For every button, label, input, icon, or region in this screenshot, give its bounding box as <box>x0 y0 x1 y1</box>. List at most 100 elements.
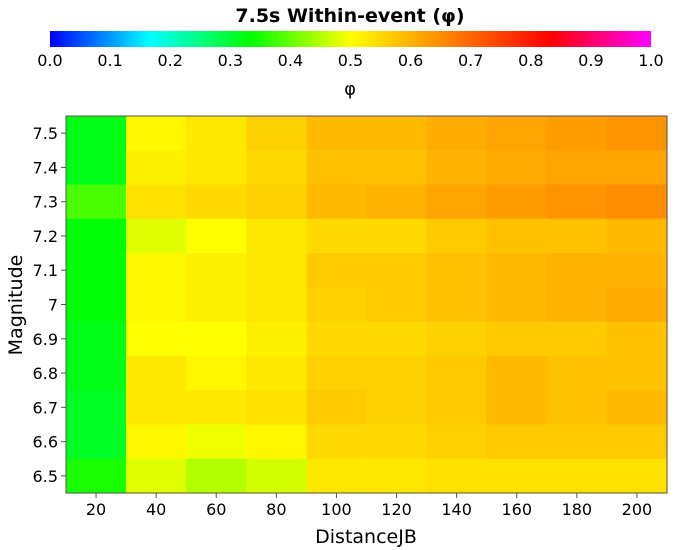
heatmap-cell <box>486 321 548 357</box>
heatmap-cell <box>486 355 548 391</box>
heatmap-cell <box>606 116 668 151</box>
heatmap-cell <box>426 218 488 254</box>
heatmap-cell <box>306 150 368 186</box>
heatmap-cell <box>486 184 548 220</box>
chart-title: 7.5s Within-event (φ) <box>235 5 464 27</box>
y-tick-label: 6.5 <box>33 467 58 486</box>
heatmap-cell <box>546 458 608 494</box>
heatmap-cell <box>126 458 187 494</box>
heatmap-cell <box>606 458 668 494</box>
heatmap-cell <box>126 116 187 151</box>
heatmap-cell <box>186 116 247 151</box>
y-axis-label: Magnitude <box>5 255 27 356</box>
heatmap-cell <box>546 287 608 323</box>
heatmap-cell <box>366 287 428 323</box>
colorbar-ticks: 0.0 0.1 0.2 0.3 0.4 0.5 0.6 0.7 0.8 0.9 1.0 <box>37 51 663 70</box>
heatmap-cell <box>306 390 368 426</box>
y-tick-label: 7.1 <box>33 261 58 280</box>
colorbar-tick-label: 0.8 <box>518 51 543 70</box>
heatmap-cell <box>246 287 307 323</box>
colorbar-tick-label: 0.9 <box>578 51 603 70</box>
heatmap-cell <box>66 218 127 254</box>
y-tick-label: 7.3 <box>33 193 58 212</box>
x-tick-label: 80 <box>266 500 286 519</box>
heatmap-cell <box>606 390 668 426</box>
heatmap-cell <box>186 218 247 254</box>
heatmap-cell <box>546 321 608 357</box>
heatmap-cell <box>366 458 428 494</box>
heatmap-cell <box>66 458 127 494</box>
heatmap-cell <box>246 150 307 186</box>
heatmap-cell <box>306 184 368 220</box>
y-tick-label: 6.9 <box>33 330 58 349</box>
heatmap-cell <box>246 253 307 288</box>
heatmap-cell <box>186 287 247 323</box>
heatmap-cell <box>246 184 307 220</box>
heatmap-cell <box>546 253 608 288</box>
y-tick-label: 7.4 <box>33 158 58 177</box>
heatmap-cell <box>486 218 548 254</box>
heatmap-cell <box>186 355 247 391</box>
heatmap-cell <box>366 116 428 151</box>
heatmap-cell <box>306 321 368 357</box>
x-tick-label: 180 <box>562 500 593 519</box>
heatmap-cell <box>66 150 127 186</box>
heatmap-cell <box>486 116 548 151</box>
heatmap-cell <box>66 355 127 391</box>
heatmap-cell <box>246 321 307 357</box>
heatmap-cell <box>306 458 368 494</box>
heatmap-cell <box>426 287 488 323</box>
colorbar-tick-label: 0.1 <box>97 51 122 70</box>
heatmap-cell <box>126 218 187 254</box>
heatmap-cell <box>246 116 307 151</box>
heatmap-cell <box>426 390 488 426</box>
heatmap-cell <box>306 424 368 460</box>
heatmap-cell <box>186 321 247 357</box>
heatmap-cell <box>246 458 307 494</box>
colorbar-tick-label: 0.7 <box>458 51 483 70</box>
y-tick-label: 6.6 <box>33 433 58 452</box>
heatmap-cell <box>426 355 488 391</box>
x-tick-label: 40 <box>146 500 166 519</box>
heatmap-cell <box>186 390 247 426</box>
heatmap-cell <box>186 184 247 220</box>
heatmap-cell <box>606 150 668 186</box>
y-tick-label: 7.2 <box>33 227 58 246</box>
heatmap-cell <box>366 218 428 254</box>
heatmap-cell <box>486 424 548 460</box>
heatmap-cell <box>126 390 187 426</box>
y-axis-ticks: 7.5 7.4 7.3 7.2 7.1 7 6.9 6.8 6.7 6.6 6.5 <box>33 124 66 486</box>
x-axis-label: DistanceJB <box>315 526 417 548</box>
y-tick-label: 6.7 <box>33 398 58 417</box>
heatmap-cell <box>426 253 488 288</box>
y-tick-label: 7.5 <box>33 124 58 143</box>
colorbar-tick-label: 0.4 <box>278 51 303 70</box>
heatmap-cell <box>486 287 548 323</box>
x-tick-label: 100 <box>321 500 352 519</box>
x-tick-label: 60 <box>206 500 226 519</box>
heatmap-cells <box>66 116 668 494</box>
heatmap-cell <box>366 253 428 288</box>
heatmap-cell <box>186 424 247 460</box>
heatmap-cell <box>486 150 548 186</box>
heatmap-cell <box>126 287 187 323</box>
heatmap-cell <box>66 287 127 323</box>
heatmap-cell <box>606 424 668 460</box>
heatmap-cell <box>606 184 668 220</box>
heatmap-cell <box>126 321 187 357</box>
heatmap-cell <box>546 150 608 186</box>
x-tick-label: 200 <box>622 500 653 519</box>
heatmap-cell <box>426 150 488 186</box>
heatmap-cell <box>546 116 608 151</box>
heatmap-cell <box>426 458 488 494</box>
heatmap-cell <box>426 424 488 460</box>
heatmap-cell <box>606 321 668 357</box>
x-tick-label: 120 <box>381 500 412 519</box>
heatmap-cell <box>366 424 428 460</box>
y-tick-label: 6.8 <box>33 364 58 383</box>
heatmap-cell <box>306 116 368 151</box>
colorbar-tick-label: 0.3 <box>218 51 243 70</box>
heatmap-cell <box>546 355 608 391</box>
heatmap-cell <box>246 355 307 391</box>
